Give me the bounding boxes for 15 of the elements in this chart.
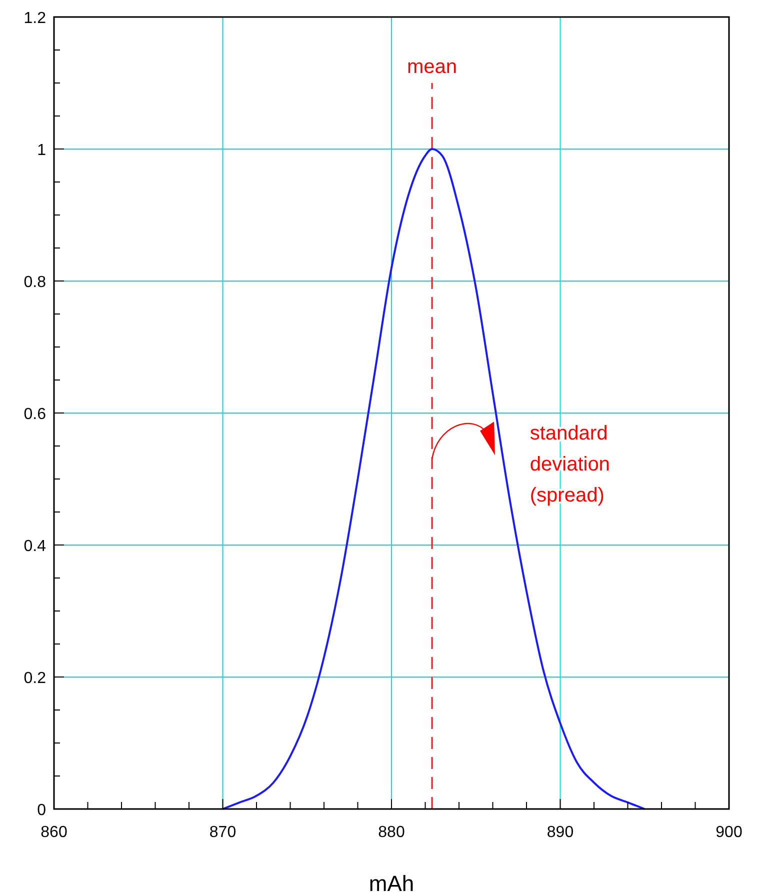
y-tick-label: 1 xyxy=(37,142,46,159)
y-tick-label: 0.8 xyxy=(24,274,46,291)
x-tick-label: 870 xyxy=(209,824,236,841)
x-axis-title: mAh xyxy=(368,871,414,895)
line-series xyxy=(222,148,646,810)
y-tick-label: 0.2 xyxy=(24,670,46,687)
y-tick-label: 0.6 xyxy=(24,406,46,423)
y-tick-label: 1.2 xyxy=(24,10,46,27)
y-tick-label: 0.4 xyxy=(24,538,46,555)
x-tick-label: 890 xyxy=(546,824,574,841)
x-tick-label: 900 xyxy=(716,824,742,841)
x-tick-label: 880 xyxy=(378,824,405,841)
y-tick-label: 0 xyxy=(37,802,46,819)
x-tick-label: 860 xyxy=(40,824,68,841)
ref-line-label: mean xyxy=(406,56,458,78)
